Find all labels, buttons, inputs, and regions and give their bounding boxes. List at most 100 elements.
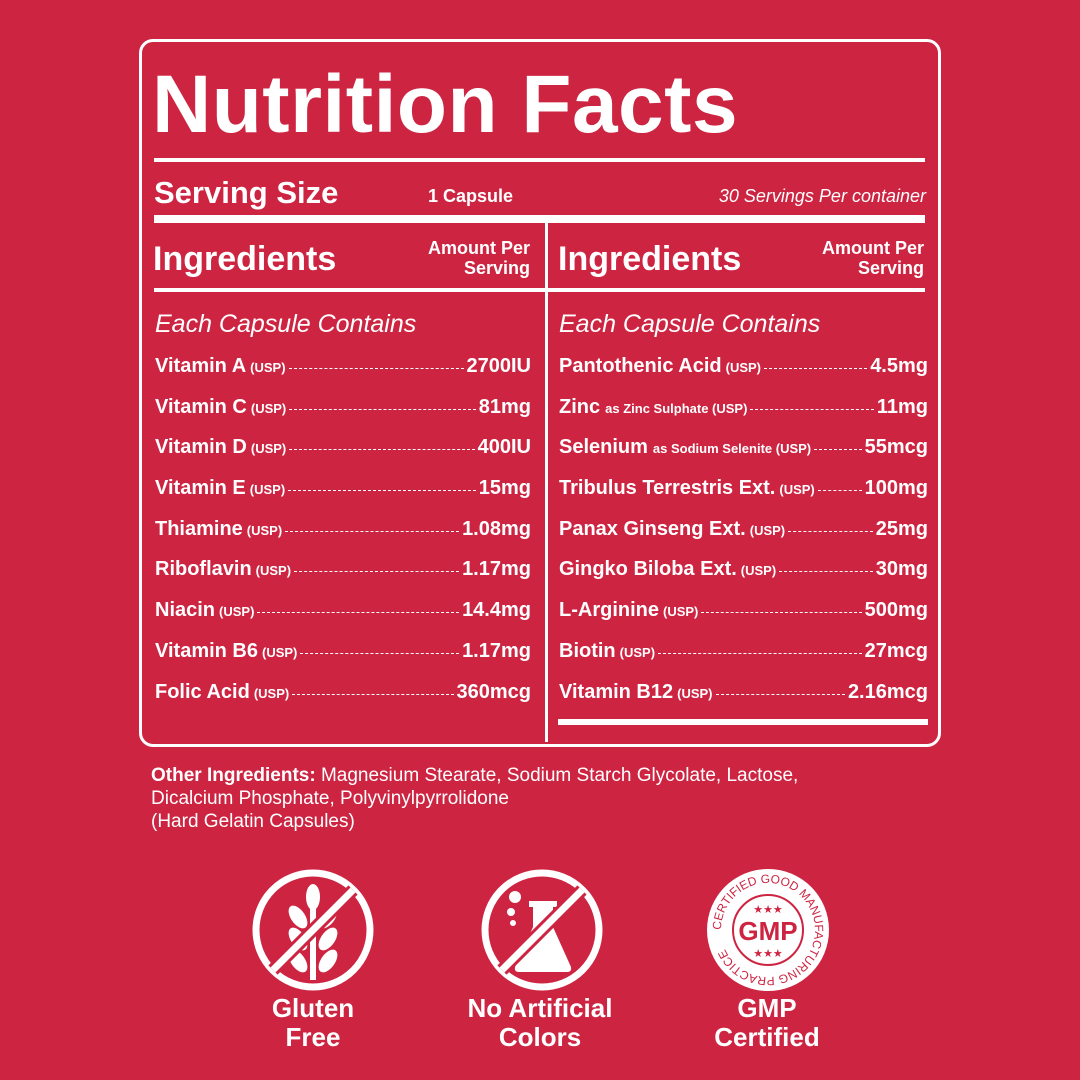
divider [154, 288, 925, 292]
ingredient-note: (USP) [250, 400, 287, 416]
ingredient-amount: 81mg [478, 395, 531, 418]
no-artificial-colors-label: No Artificial Colors [430, 994, 650, 1052]
ingredient-amount: 1.08mg [462, 517, 531, 540]
ingredients-header: Ingredients [153, 240, 337, 278]
dotted-leader [285, 530, 460, 532]
badge-line1: GMP [737, 993, 797, 1023]
dotted-leader [701, 612, 862, 614]
ingredient-note: (USP) [253, 685, 290, 701]
ingredient-note: (USP) [262, 644, 298, 660]
badge-line1: Gluten [271, 993, 355, 1023]
ingredient-row: L-Arginine (USP) 500mg [559, 599, 928, 640]
other-ingredients-text: Magnesium Stearate, Sodium Starch Glycol… [315, 765, 799, 786]
amount-header-line2: Serving [463, 258, 530, 278]
other-ingredients-line2: Dicalcium Phosphate, Polyvinylpyrrolidon… [151, 788, 510, 809]
divider [154, 158, 925, 162]
ingredient-row: Niacin (USP) 14.4mg [155, 599, 531, 640]
dotted-leader [715, 693, 845, 695]
ingredient-note: (USP) [250, 441, 287, 457]
dotted-leader [788, 530, 873, 532]
ingredient-row: Biotin (USP) 27mcg [559, 640, 928, 681]
ingredient-note: (USP) [779, 482, 815, 498]
other-ingredients: Other Ingredients: Magnesium Stearate, S… [151, 764, 911, 833]
dotted-leader [779, 571, 873, 573]
ingredient-note: as Sodium Selenite (USP) [652, 441, 812, 457]
ingredient-amount: 4.5mg [870, 355, 928, 377]
badge-line2: Certified [714, 1022, 820, 1052]
ingredient-name: Gingko Biloba Ext. [559, 558, 737, 581]
ingredient-row: Gingko Biloba Ext. (USP) 30mg [559, 558, 928, 599]
ingredient-name: L-Arginine [559, 599, 659, 622]
serving-size-value: 1 Capsule [428, 186, 514, 206]
ingredient-amount: 55mcg [864, 436, 928, 459]
ingredient-amount: 400IU [477, 436, 531, 459]
ingredient-amount: 30mg [875, 558, 928, 581]
ingredient-name: Vitamin C [155, 395, 247, 418]
no-gluten-icon [248, 865, 378, 995]
ingredient-name: Vitamin B6 [155, 639, 258, 662]
ingredient-name: Niacin [155, 599, 216, 622]
ingredient-note: (USP) [246, 522, 283, 538]
dotted-leader [750, 408, 874, 410]
dotted-leader [300, 652, 460, 654]
gluten-free-label: Gluten Free [203, 994, 423, 1052]
ingredient-row: Riboflavin (USP) 1.17mg [155, 558, 531, 599]
dotted-leader [257, 612, 460, 614]
ingredient-row: Zinc as Zinc Sulphate (USP) 11mg [559, 396, 928, 437]
dotted-leader [764, 368, 868, 369]
amount-per-serving-header: Amount Per Serving [822, 238, 924, 278]
amount-header-line2: Serving [857, 258, 924, 278]
ingredient-name: Vitamin B12 [559, 680, 674, 703]
ingredient-row: Vitamin B12 (USP) 2.16mcg [559, 681, 928, 722]
nutrition-facts-panel [139, 39, 941, 747]
ingredient-name: Biotin [559, 639, 616, 662]
gmp-certified-label: GMP Certified [657, 994, 877, 1052]
ingredient-amount: 1.17mg [462, 639, 531, 662]
ingredient-name: Panax Ginseng Ext. [559, 517, 746, 540]
ingredient-name: Pantothenic Acid [559, 355, 722, 377]
ingredients-list-left: Vitamin A (USP) 2700IU Vitamin C (USP) 81mg Vi… [155, 355, 531, 721]
ingredient-name: Riboflavin [155, 558, 252, 581]
other-ingredients-label: Other Ingredients: [151, 765, 316, 786]
dotted-leader [658, 652, 862, 654]
dotted-leader [817, 490, 862, 492]
ingredients-list-right: Pantothenic Acid (USP) 4.5mg Zinc as Zinc Su… [559, 355, 928, 721]
amount-per-serving-header: Amount Per Serving [428, 238, 530, 278]
ingredient-row: Vitamin A (USP) 2700IU [155, 355, 531, 396]
ingredient-name: Thiamine [155, 517, 243, 540]
ingredient-row: Pantothenic Acid (USP) 4.5mg [559, 355, 928, 396]
badge-line1: No Artificial [467, 993, 613, 1023]
subheader: Each Capsule Contains [559, 310, 821, 338]
ingredient-row: Vitamin D (USP) 400IU [155, 436, 531, 477]
dotted-leader [289, 449, 475, 451]
dotted-leader [294, 571, 460, 573]
ingredient-note: (USP) [749, 522, 786, 538]
ingredient-note: (USP) [663, 604, 699, 620]
ingredient-row: Thiamine (USP) 1.08mg [155, 518, 531, 559]
ingredient-row: Tribulus Terrestris Ext. (USP) 100mg [559, 477, 928, 518]
ingredient-note: (USP) [725, 360, 761, 375]
column-divider [545, 222, 548, 742]
gmp-seal-icon: CERTIFIED GOOD MANUFACTURING PRACTICE GM… [703, 865, 833, 995]
badge-line2: Free [285, 1022, 341, 1052]
svg-text:★★★: ★★★ [753, 948, 783, 960]
thick-divider [558, 719, 928, 725]
ingredient-name: Zinc [559, 395, 601, 418]
ingredient-row: Panax Ginseng Ext. (USP) 25mg [559, 518, 928, 559]
dotted-leader [289, 408, 476, 410]
ingredient-amount: 2700IU [466, 355, 532, 377]
ingredient-amount: 1.17mg [462, 558, 531, 581]
other-ingredients-line3: (Hard Gelatin Capsules) [151, 811, 355, 832]
subheader: Each Capsule Contains [155, 310, 417, 338]
ingredient-name: Folic Acid [155, 680, 250, 703]
ingredient-amount: 500mg [864, 599, 928, 622]
ingredient-note: (USP) [740, 563, 777, 579]
dotted-leader [288, 368, 464, 369]
ingredient-row: Vitamin B6 (USP) 1.17mg [155, 640, 531, 681]
ingredient-name: Tribulus Terrestris Ext. [559, 477, 776, 500]
ingredient-amount: 15mg [478, 477, 531, 500]
badge-line2: Colors [498, 1022, 582, 1052]
ingredient-amount: 11mg [876, 395, 928, 418]
dotted-leader [814, 449, 862, 451]
serving-size-label: Serving Size [154, 175, 339, 210]
